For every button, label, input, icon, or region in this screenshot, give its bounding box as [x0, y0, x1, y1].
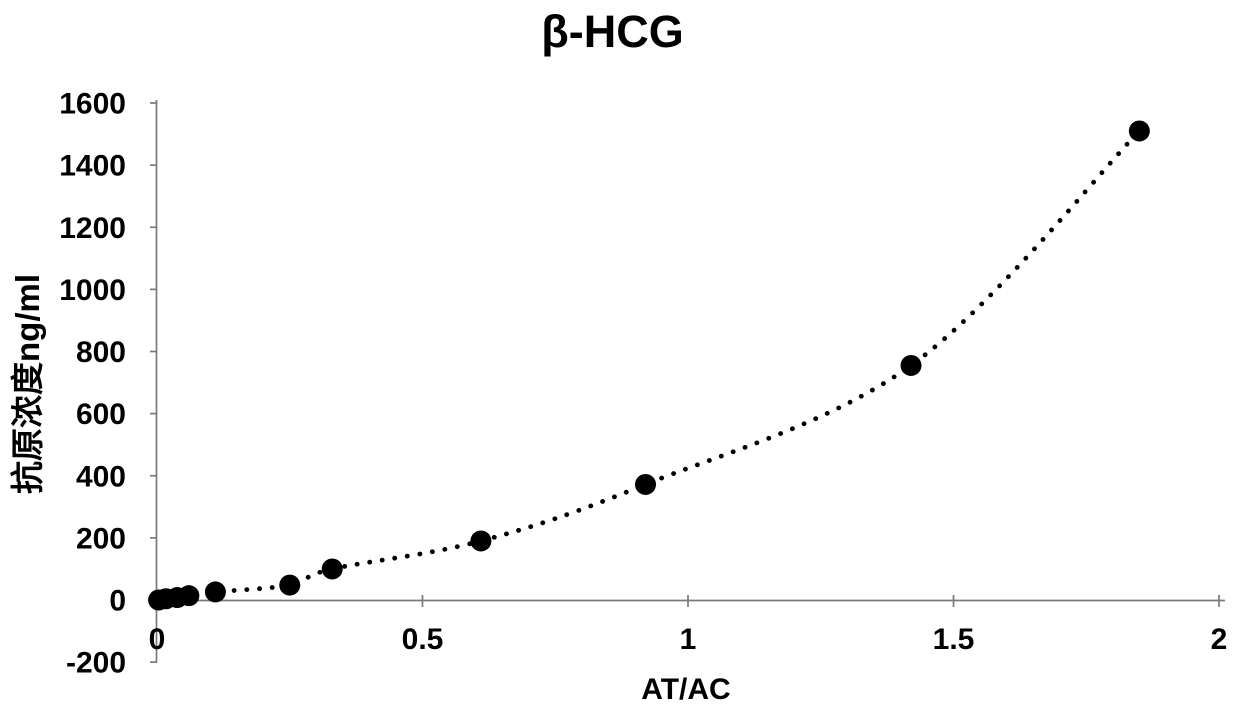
data-point: [635, 473, 657, 495]
x-tick-label: 2: [1211, 623, 1228, 656]
x-tick-label: 1: [680, 623, 697, 656]
x-tick-label: 0.5: [402, 623, 444, 656]
data-point: [1128, 120, 1150, 142]
x-axis-title: AT/AC: [641, 673, 731, 706]
data-point: [279, 574, 301, 596]
chart-title: β-HCG: [541, 6, 684, 57]
data-point: [470, 530, 492, 552]
y-tick-label: 600: [76, 398, 126, 431]
y-tick-label: 1600: [59, 88, 126, 121]
data-point: [178, 585, 200, 607]
x-tick-label: 1.5: [933, 623, 975, 656]
y-tick-label: 400: [76, 460, 126, 493]
y-tick-label: 1400: [59, 150, 126, 183]
y-tick-label: 800: [76, 336, 126, 369]
trendline: [156, 128, 1142, 603]
data-point: [900, 354, 922, 376]
y-tick-label: 1200: [59, 212, 126, 245]
y-tick-label: 1000: [59, 274, 126, 307]
y-tick-label: 0: [109, 585, 126, 618]
y-tick-label: -200: [66, 647, 126, 680]
data-point: [204, 581, 226, 603]
data-point: [321, 558, 343, 580]
y-tick-label: 200: [76, 522, 126, 555]
x-tick-label: 0: [149, 623, 166, 656]
